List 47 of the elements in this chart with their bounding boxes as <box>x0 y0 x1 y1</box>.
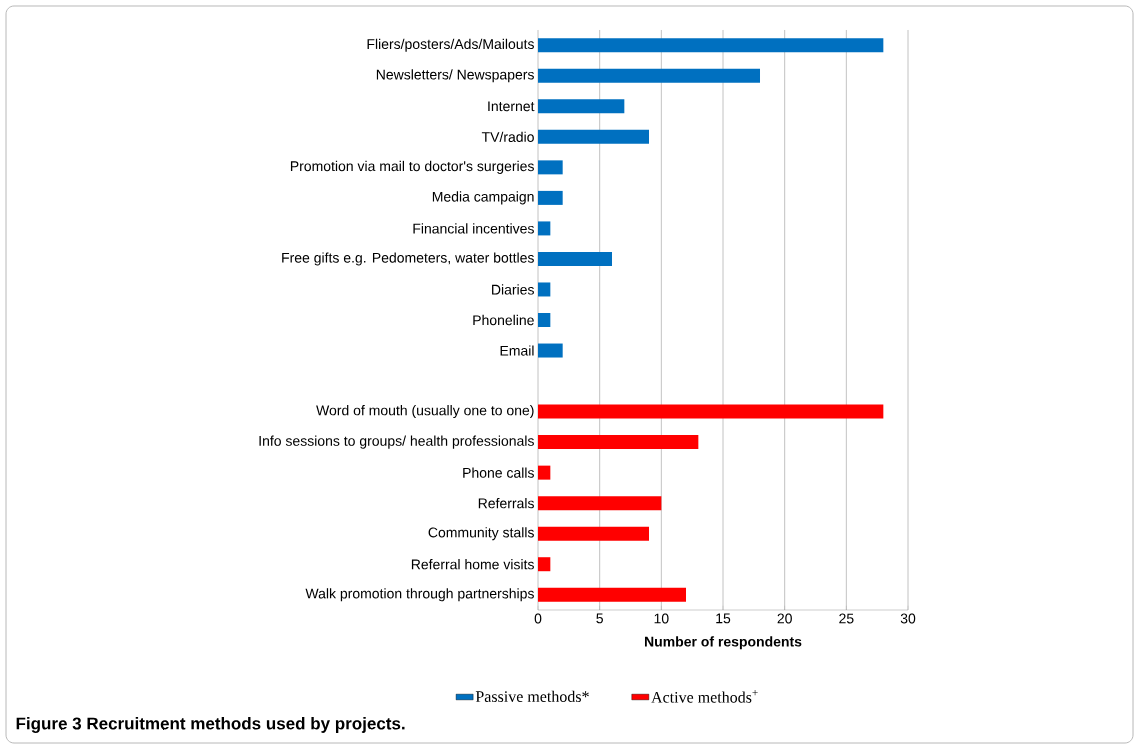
y-tick-label: Walk promotion through partnerships <box>305 588 534 602</box>
y-tick-label: Word of mouth (usually one to one) <box>316 405 534 419</box>
y-tick-label: Media campaign <box>432 191 534 205</box>
y-tick-label: Referral home visits <box>411 559 534 570</box>
y-tick-label: Referrals <box>478 498 534 509</box>
x-tick-label: 15 <box>716 613 731 624</box>
legend-label: Active methods$^{+}$ <box>651 689 758 703</box>
y-tick-label: Internet <box>488 101 535 112</box>
bar <box>538 343 563 358</box>
y-tick-label: Community stalls <box>428 527 534 541</box>
y-tick-label: Phone calls <box>463 467 534 478</box>
bar <box>538 282 551 297</box>
y-tick-label: Info sessions to groups/ health professionals <box>259 435 534 449</box>
bar <box>538 129 650 144</box>
y-tick-label: Diaries <box>492 284 534 295</box>
text: Figure 3 Recruitment methods used by projects. <box>16 717 405 733</box>
bar <box>538 160 563 175</box>
bar <box>538 404 884 419</box>
y-tick-label: Newsletters/ Newspapers <box>376 69 534 83</box>
bar <box>538 38 884 53</box>
x-tick-label: 5 <box>596 613 603 624</box>
y-tick-label: Email <box>500 345 534 356</box>
y-tick-label: Fliers/posters/Ads/Mailouts <box>367 38 534 52</box>
x-tick-label: 10 <box>654 613 669 624</box>
bar <box>538 190 563 205</box>
bar <box>538 99 625 114</box>
y-tick-label: Promotion via mail to doctor's surgeries <box>290 160 534 174</box>
bar <box>538 526 650 541</box>
bar <box>538 221 551 236</box>
bar <box>538 435 699 450</box>
y-tick-label: Free gifts e.g. Pedometers, water bottles <box>282 252 534 266</box>
legend-label: Passive methods* <box>475 690 589 702</box>
bar <box>538 313 551 327</box>
bar <box>538 251 613 266</box>
bar <box>538 496 662 511</box>
y-tick-label: Phoneline <box>473 314 534 326</box>
bar <box>538 587 687 602</box>
x-tick-label: 25 <box>839 613 854 624</box>
bar <box>538 68 761 83</box>
x-tick-label: 0 <box>534 613 542 624</box>
bar <box>538 557 551 572</box>
x-tick-label: 20 <box>777 613 792 624</box>
x-tick-label: 30 <box>900 613 916 624</box>
bar <box>538 465 551 480</box>
y-tick-label: TV/radio <box>481 131 534 142</box>
x-axis-title: Number of respondents <box>645 636 802 650</box>
y-tick-label: Financial incentives <box>413 223 534 234</box>
